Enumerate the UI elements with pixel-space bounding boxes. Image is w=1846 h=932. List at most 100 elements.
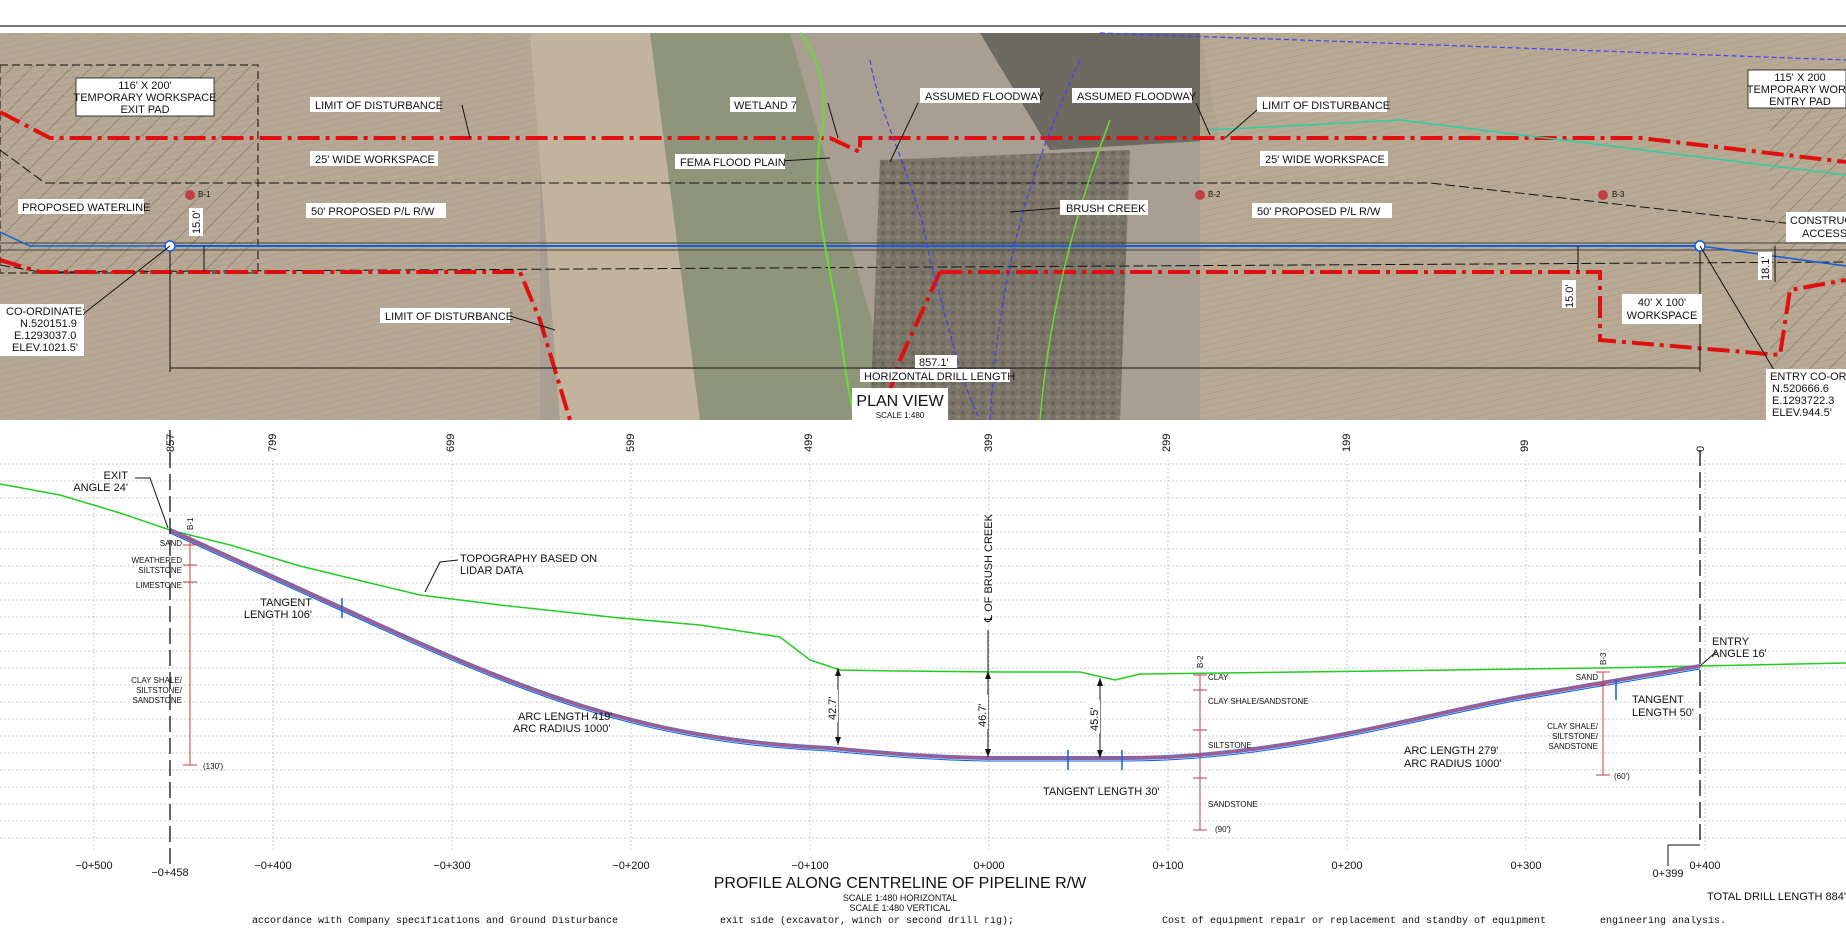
station-tick-label: −0+400 — [254, 860, 291, 872]
borehole-b3-marker — [1598, 190, 1608, 200]
floodway-label-2: ASSUMED FLOODWAY — [1077, 91, 1197, 103]
drill-path-inner — [169, 529, 1701, 759]
b1-limestone: LIMESTONE — [136, 581, 182, 590]
b3-clay-1: CLAY SHALE/ — [1547, 722, 1599, 731]
borehole-b1-marker — [185, 190, 195, 200]
chainage-tick-label: 399 — [983, 434, 995, 452]
row-50-label-1: 50' PROPOSED P/L R/W — [311, 206, 435, 218]
chainage-tick-label: 99 — [1519, 440, 1531, 452]
chainage-tick-label: 299 — [1161, 434, 1173, 452]
tangent-point-markers — [341, 598, 1617, 770]
exit-angle-label-2: ANGLE 24' — [73, 482, 128, 494]
exit-coord-line-1: CO-ORDINATE: — [6, 306, 85, 318]
chainage-tick-label: 799 — [267, 434, 279, 452]
floodway-boundary-right — [989, 59, 1081, 421]
b3-clay-2: SILTSTONE/ — [1552, 732, 1599, 741]
profile-grid — [0, 460, 1846, 852]
note-2-line-1: exit side (excavator, winch or second dr… — [720, 916, 1015, 927]
borehole-logs — [183, 535, 1610, 831]
bh2-plan-label: B-2 — [1208, 190, 1221, 199]
chainage-tick-label: 0 — [1695, 446, 1707, 452]
station-tick-label: −0+200 — [612, 860, 649, 872]
entry-station-label: 0+399 — [1653, 868, 1684, 880]
station-tick-label: 0+000 — [974, 860, 1005, 872]
entry-angle-label-1: ENTRY — [1712, 636, 1750, 648]
brush-creek-label: BRUSH CREEK — [1066, 203, 1146, 215]
arc-279-label-1: ARC LENGTH 279' — [1404, 745, 1498, 757]
tangent-106-label-1: TANGENT — [260, 597, 312, 609]
exit-coord-line-3: E.1293037.0 — [14, 330, 76, 342]
profile-scale-h: SCALE 1:480 HORIZONTAL — [843, 893, 957, 903]
depth-45-label: 45.5' — [1089, 707, 1101, 731]
topo-label-2: LIDAR DATA — [460, 565, 524, 577]
row-50-label-2: 50' PROPOSED P/L R/W — [1257, 206, 1381, 218]
workspace-25-label-1: 25' WIDE WORKSPACE — [315, 154, 435, 166]
offset-15-right-label: 15.0' — [1564, 284, 1576, 308]
limit-of-disturbance-lines — [0, 110, 1846, 421]
proposed-waterline-label: PROPOSED WATERLINE — [22, 202, 150, 214]
b2-depth: (90') — [1215, 825, 1231, 834]
b1-weathered-2: SILTSTONE — [138, 566, 182, 575]
b1-depth: (130') — [203, 762, 224, 771]
topography-line — [0, 483, 1846, 681]
entry-angle-label-2: ANGLE 16' — [1712, 648, 1767, 660]
station-tick-label: 0+200 — [1332, 860, 1363, 872]
note-3-line-1: Cost of equipment repair or replacement … — [1162, 916, 1547, 927]
drill-length-value: 857.1' — [919, 357, 949, 369]
b1-weathered-1: WEATHERED — [131, 556, 182, 565]
arc-419-label-1: ARC LENGTH 419' — [518, 711, 612, 723]
entry-coord-line-4: ELEV.944.5' — [1772, 407, 1832, 419]
arc-419-label-2: ARC RADIUS 1000' — [513, 723, 610, 735]
tangent-30-label: TANGENT LENGTH 30' — [1043, 786, 1160, 798]
b2-clay-shale: CLAY SHALE/SANDSTONE — [1208, 697, 1308, 706]
workspace-40-label-1: 40' X 100' — [1638, 297, 1686, 309]
bh1-profile-label: B-1 — [186, 517, 195, 530]
plan-label-group: 116' X 200' TEMPORARY WORKSPACE EXIT PAD… — [0, 69, 1846, 420]
bh2-profile-label: B-2 — [1196, 655, 1205, 668]
profile-title: PROFILE ALONG CENTRELINE OF PIPELINE R/W — [714, 875, 1087, 892]
entry-pad-label-1: 115' X 200 — [1774, 72, 1825, 84]
b1-clay-1: CLAY SHALE/ — [131, 676, 183, 685]
exit-pad-label-2: TEMPORARY WORKSPACE — [73, 92, 216, 104]
offset-18-label: 18.1' — [1760, 256, 1772, 280]
profile-leaders — [135, 477, 1717, 667]
entry-coord-line-1: ENTRY CO-OR — [1770, 371, 1846, 383]
plan-view-title: PLAN VIEW — [856, 393, 944, 410]
note-column-1: accordance with Company specifications a… — [252, 916, 672, 927]
topo-label-1: TOPOGRAPHY BASED ON — [460, 553, 597, 565]
station-tick-label: −0+100 — [791, 860, 828, 872]
profile-scale-v: SCALE 1:480 VERTICAL — [850, 903, 951, 913]
chainage-tick-label: 857 — [165, 434, 177, 452]
chainage-tick-label: 199 — [1341, 434, 1353, 452]
b3-depth: (60') — [1614, 772, 1630, 781]
borehole-b2-marker — [1195, 190, 1205, 200]
exit-pad-label-3: EXIT PAD — [120, 104, 169, 116]
floodway-boundary-top — [1099, 32, 1846, 61]
floodway-label-1: ASSUMED FLOODWAY — [925, 91, 1045, 103]
tangent-50-label-1: TANGENT — [1632, 694, 1684, 706]
drill-length-label: HORIZONTAL DRILL LENGTH — [864, 371, 1015, 383]
note-column-4: engineering analysis. — [1600, 916, 1846, 927]
workspace-line-top — [0, 149, 1846, 231]
exit-angle-label-1: EXIT — [104, 470, 129, 482]
tangent-106-label-2: LENGTH 106' — [244, 609, 312, 621]
station-tick-label: 0+400 — [1690, 860, 1721, 872]
exit-coord-line-2: N.520151.9 — [20, 318, 77, 330]
depth-46-label: 46.7' — [977, 703, 989, 727]
general-notes: accordance with Company specifications a… — [0, 912, 1846, 932]
note-column-2: exit side (excavator, winch or second dr… — [720, 916, 1050, 927]
wetland-label: WETLAND 7 — [734, 100, 797, 112]
wetland-boundary-2 — [1039, 119, 1111, 421]
b3-clay-3: SANDSTONE — [1548, 742, 1598, 751]
chainage-tick-label: 599 — [625, 434, 637, 452]
station-tick-label: 0+300 — [1511, 860, 1542, 872]
exit-pad-label-1: 116' X 200' — [118, 80, 172, 92]
workspace-40-label-2: WORKSPACE — [1627, 310, 1698, 322]
tangent-50-label-2: LENGTH 50' — [1632, 707, 1694, 719]
lod-label-1: LIMIT OF DISTURBANCE — [315, 100, 443, 112]
tree-belt — [870, 150, 1130, 420]
field-central — [530, 33, 700, 420]
creek-centreline-label: ℄ OF BRUSH CREEK — [983, 513, 995, 623]
bh3-plan-label: B-3 — [1612, 190, 1625, 199]
